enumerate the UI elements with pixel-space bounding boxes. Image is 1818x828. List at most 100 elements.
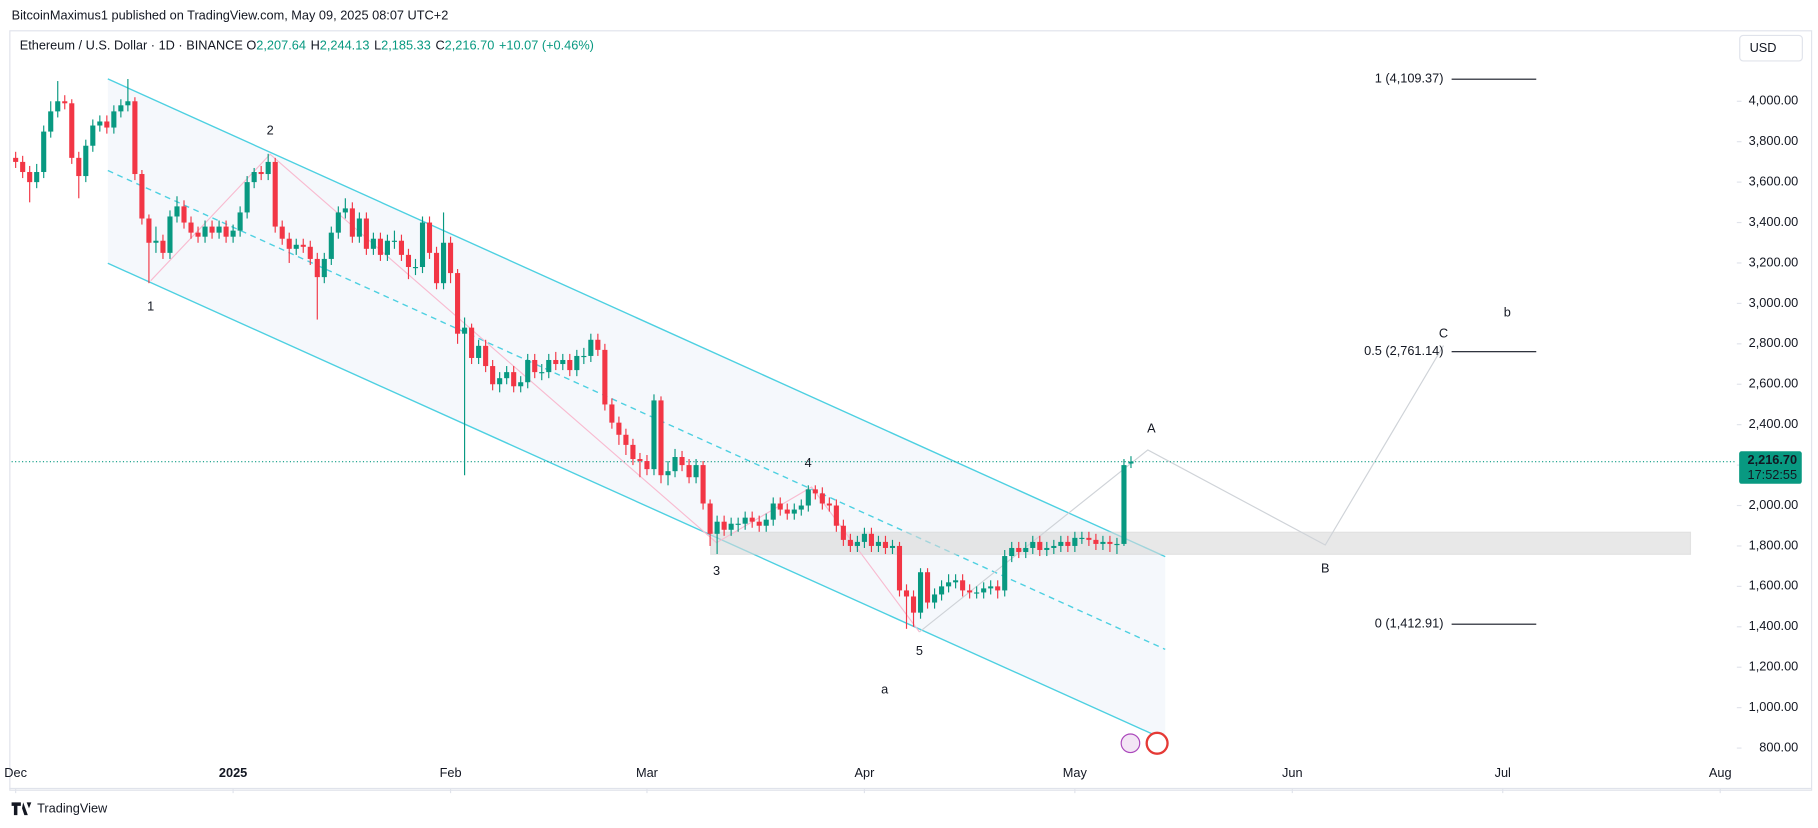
candle-body — [476, 345, 482, 358]
y-tick-label: 1,800.00 — [1749, 537, 1799, 552]
y-tick-label: 1,400.00 — [1749, 618, 1799, 633]
candle-body — [41, 131, 47, 173]
candle-body — [826, 503, 832, 506]
candle-body — [553, 359, 559, 365]
economic-icon[interactable] — [1145, 731, 1169, 755]
fib-label: 0 (1,412.91) — [1375, 616, 1444, 631]
candle-body — [1086, 537, 1092, 540]
candle-body — [995, 586, 1001, 591]
wave-label: 4 — [805, 455, 812, 470]
x-tick-label: Mar — [636, 765, 659, 780]
candle-body — [440, 242, 447, 284]
candle-body — [861, 533, 867, 542]
candle-body — [889, 545, 896, 548]
candle-body — [1065, 541, 1071, 546]
last-price-label: 2,216.70 — [1747, 452, 1797, 467]
y-tick-label: 2,600.00 — [1749, 376, 1799, 391]
candle-body — [342, 208, 348, 213]
candle-body — [497, 378, 503, 385]
candle-body — [244, 182, 250, 213]
candle-body — [546, 359, 552, 373]
candle-body — [875, 541, 881, 546]
candle-body — [910, 596, 917, 613]
candle-body — [833, 505, 839, 526]
candle-body — [426, 222, 433, 253]
quote-value: 2,216.70 — [445, 38, 495, 53]
candle-body — [791, 509, 797, 514]
candle-body — [314, 258, 320, 278]
candle-body — [665, 471, 671, 476]
candle-body — [840, 525, 846, 540]
quote-key: L — [374, 38, 381, 53]
y-tick-label: 1,000.00 — [1749, 699, 1799, 714]
candle-body — [693, 465, 699, 478]
candle-body — [735, 523, 741, 525]
fib-label: 1 (4,109.37) — [1375, 71, 1444, 86]
candle-body — [974, 592, 980, 594]
candle-body — [1128, 461, 1134, 464]
candle-body — [76, 157, 82, 177]
candle-body — [707, 503, 713, 534]
candle-body — [384, 240, 390, 255]
candle-body — [728, 523, 734, 530]
candle-body — [132, 101, 138, 175]
candle-body — [111, 111, 117, 128]
candle-body — [195, 232, 201, 237]
candle-body — [462, 327, 468, 334]
candle-body — [286, 238, 292, 249]
candle-body — [412, 267, 419, 269]
quote-line: Ethereum / U.S. Dollar · 1D · BINANCE O2,… — [20, 38, 594, 53]
currency-label[interactable]: USD — [1750, 40, 1777, 55]
candle-body — [167, 216, 173, 253]
candle-body — [448, 242, 454, 274]
currency-button[interactable] — [1739, 34, 1803, 62]
channel-upper — [107, 78, 1166, 558]
candle-body — [532, 359, 538, 373]
candle-body — [525, 359, 531, 383]
candle-body — [370, 238, 376, 249]
candle-body — [511, 372, 517, 387]
quote-value: 2,185.33 — [381, 38, 431, 53]
x-tick-label: Dec — [4, 765, 27, 780]
candle-body — [69, 103, 75, 158]
candle-body — [518, 382, 524, 387]
candle-body — [770, 503, 776, 520]
candle-body — [1079, 537, 1085, 540]
candle-body — [153, 240, 159, 243]
quote-key: H — [311, 38, 320, 53]
candle-body — [328, 232, 334, 259]
candle-body — [1100, 541, 1106, 544]
candle-body — [490, 366, 496, 385]
candle-body — [300, 244, 306, 247]
candle-body — [539, 372, 545, 374]
candle-body — [847, 539, 853, 546]
candle-body — [279, 226, 285, 239]
candle-body — [637, 459, 643, 462]
candle-body — [118, 105, 124, 112]
wave-label: a — [881, 681, 889, 696]
candle-body — [658, 400, 664, 476]
candle-body — [469, 327, 475, 358]
candle-body — [679, 457, 685, 466]
candle-body — [686, 465, 692, 478]
wave-label: b — [1504, 305, 1511, 320]
candle-body — [1030, 541, 1036, 548]
candle-body — [756, 521, 762, 526]
candle-body — [20, 161, 26, 173]
quote-change: +10.07 (+0.46%) — [499, 38, 594, 53]
channel-lower — [107, 262, 1166, 741]
candle-body — [609, 404, 615, 423]
candle-body — [574, 355, 580, 371]
candle-body — [967, 590, 973, 593]
y-tick-label: 3,800.00 — [1749, 133, 1799, 148]
candle-body — [419, 222, 426, 268]
y-tick-label: 4,000.00 — [1749, 93, 1799, 108]
brand-name: TradingView — [37, 801, 108, 816]
candle-body — [560, 359, 566, 365]
candle-body — [567, 359, 573, 371]
candle-body — [805, 489, 811, 506]
candle-body — [1072, 537, 1078, 546]
event-icon[interactable] — [1120, 733, 1141, 754]
y-tick-label: 3,000.00 — [1749, 295, 1799, 310]
